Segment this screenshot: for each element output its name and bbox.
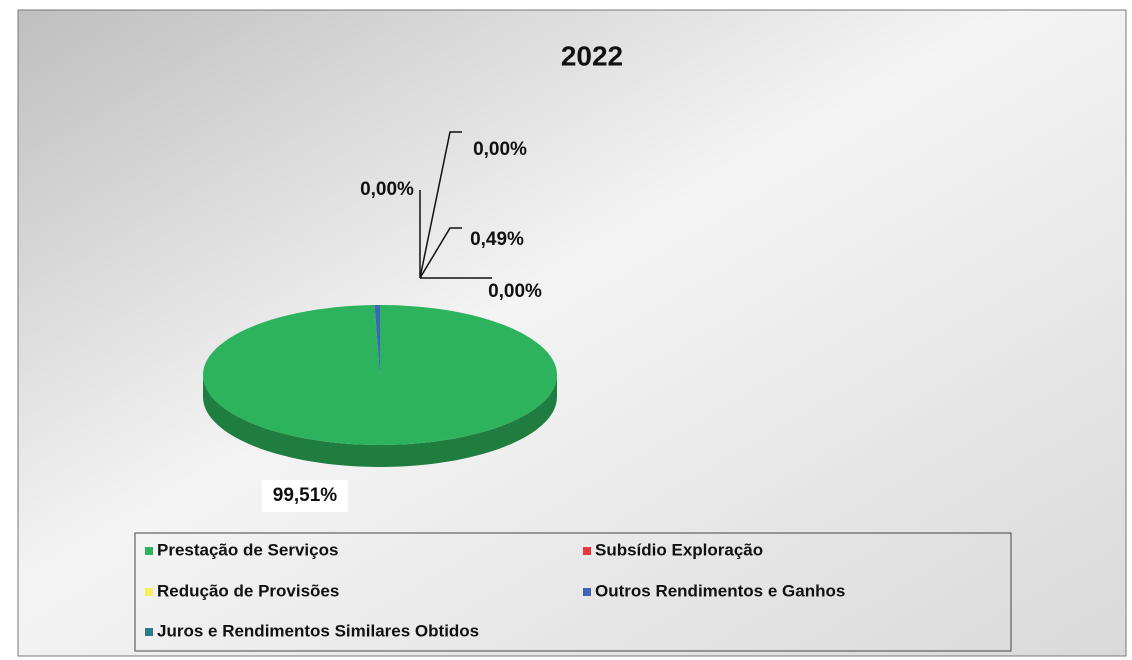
data-label: 0,00% <box>360 179 414 200</box>
pie-side <box>203 375 557 467</box>
legend-label: Subsídio Exploração <box>595 540 763 559</box>
legend-box <box>134 532 1012 652</box>
legend-marker <box>145 547 153 555</box>
pie-slice <box>203 305 558 446</box>
chart-title: 2022 <box>561 40 623 71</box>
leader-line <box>419 227 462 279</box>
legend-label: Outros Rendimentos e Ganhos <box>595 581 845 600</box>
legend-marker <box>583 547 591 555</box>
data-label: 0,00% <box>488 281 542 302</box>
label-box <box>262 480 348 512</box>
legend-marker <box>145 628 153 636</box>
legend-label: Prestação de Serviços <box>157 540 338 559</box>
legend-marker <box>145 588 153 596</box>
legend-marker <box>583 588 591 596</box>
data-label: 99,51% <box>273 485 338 506</box>
pie-slice <box>374 305 380 375</box>
data-label: 0,00% <box>473 139 527 160</box>
legend-label: Juros e Rendimentos Similares Obtidos <box>157 621 479 640</box>
legend-label: Redução de Provisões <box>157 581 339 600</box>
data-label: 0,49% <box>470 229 524 250</box>
chart-frame <box>17 9 1127 657</box>
leader-line <box>419 131 462 279</box>
